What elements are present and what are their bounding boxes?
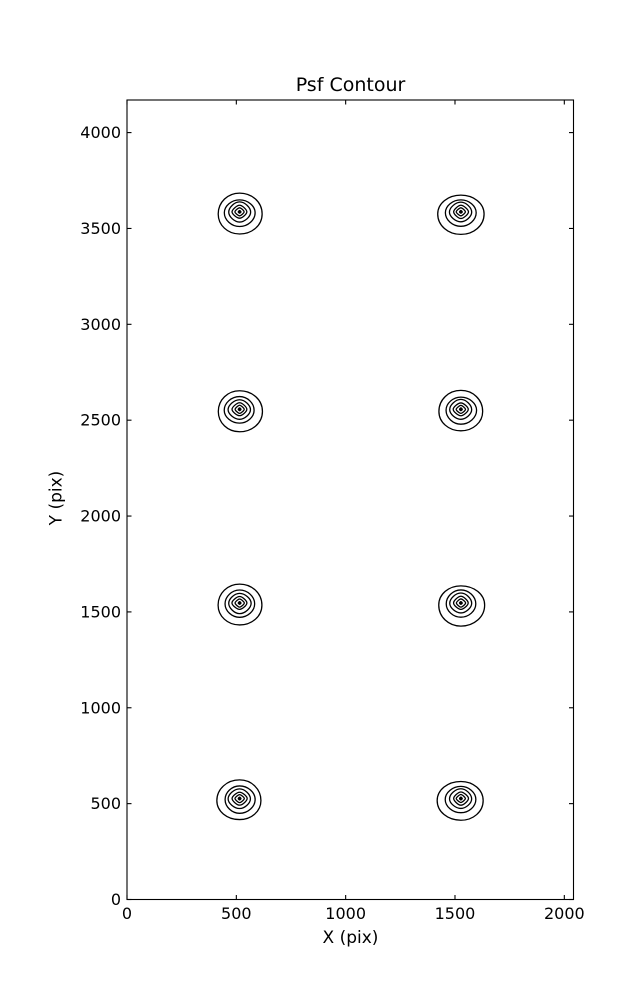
psf-blob xyxy=(217,390,264,433)
contour-path xyxy=(438,389,484,432)
contour-path xyxy=(234,207,245,217)
y-tick-label: 500 xyxy=(90,794,121,813)
contour-path xyxy=(217,192,263,235)
chart-title: Psf Contour xyxy=(295,74,406,96)
contour-path xyxy=(449,592,473,614)
contour-path xyxy=(453,791,470,806)
x-tick-label: 0 xyxy=(122,904,132,923)
contour-path xyxy=(227,788,252,810)
contour-path xyxy=(436,780,484,821)
x-tick-label: 2000 xyxy=(544,904,585,923)
contour-path xyxy=(234,793,245,804)
contour-path xyxy=(453,204,470,220)
contour-path xyxy=(217,583,263,626)
contour-path xyxy=(444,785,477,814)
contour-peak-dot xyxy=(237,209,242,214)
contour-path xyxy=(455,207,467,217)
contour-path xyxy=(228,592,252,615)
contour-peak-dot xyxy=(458,796,463,801)
contour-path xyxy=(234,404,245,415)
contour-path xyxy=(217,390,264,433)
contour-path xyxy=(452,595,469,611)
y-tick-label: 1500 xyxy=(80,602,121,621)
y-tick-label: 3000 xyxy=(80,315,121,334)
x-tick-label: 500 xyxy=(221,904,252,923)
contour-peak-dot xyxy=(237,407,242,412)
y-tick-label: 2500 xyxy=(80,411,121,430)
psf-blob xyxy=(217,583,263,626)
y-tick-label: 1000 xyxy=(80,698,121,717)
contour-path xyxy=(445,396,478,425)
contour-path xyxy=(216,779,262,821)
psf-blob xyxy=(217,192,263,235)
axes-frame xyxy=(126,99,575,901)
contour-peak-dot xyxy=(458,209,463,214)
y-tick-label: 2000 xyxy=(80,507,121,526)
psf-blob xyxy=(438,585,486,627)
contour-path xyxy=(448,201,473,223)
contour-path xyxy=(455,404,467,415)
psf-blob xyxy=(436,780,484,821)
psf-blob xyxy=(216,779,262,821)
y-tick-label: 0 xyxy=(111,890,121,909)
contour-path xyxy=(448,788,473,810)
contour-peak-dot xyxy=(237,600,242,606)
contour-path xyxy=(437,194,485,236)
y-tick-label: 3500 xyxy=(80,219,121,238)
contour-peak-dot xyxy=(458,407,463,412)
contour-path xyxy=(231,402,248,417)
contour-path xyxy=(231,204,248,219)
contour-path xyxy=(234,598,245,608)
contour-peak-dot xyxy=(237,796,242,801)
contour-path xyxy=(231,595,248,611)
contour-path xyxy=(223,199,256,228)
contour-path xyxy=(227,399,252,420)
contour-path xyxy=(444,199,477,227)
psf-blob xyxy=(438,389,484,432)
contour-path xyxy=(438,585,486,627)
x-tick-label: 1500 xyxy=(435,904,476,923)
y-tick-label: 4000 xyxy=(80,123,121,142)
contour-path xyxy=(455,793,467,804)
y-axis-label: Y (pix) xyxy=(46,470,67,526)
contour-path xyxy=(228,201,252,223)
contour-path xyxy=(452,402,469,417)
contour-path xyxy=(224,785,256,814)
x-axis-label: X (pix) xyxy=(322,928,379,948)
contour-path xyxy=(455,598,467,608)
contour-path xyxy=(231,791,248,806)
contour-path xyxy=(445,589,477,618)
psf-blob xyxy=(437,194,485,236)
contour-path xyxy=(449,398,473,420)
contour-path xyxy=(223,395,255,424)
contour-path xyxy=(224,589,256,618)
x-tick-label: 1000 xyxy=(325,904,366,923)
contour-peak-dot xyxy=(458,600,463,606)
